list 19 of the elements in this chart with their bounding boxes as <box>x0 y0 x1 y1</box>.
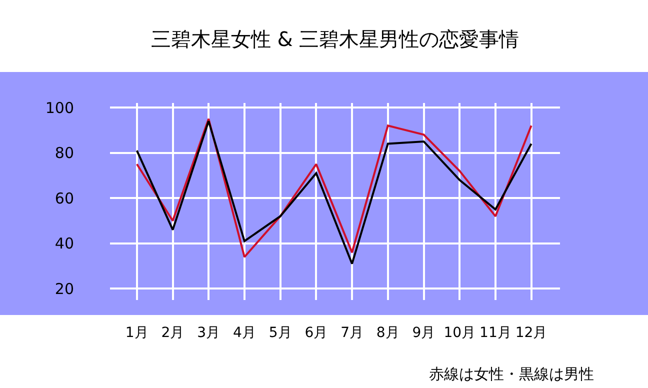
y-tick-label: 60 <box>54 189 74 208</box>
x-tick-label: 10月 <box>444 325 476 341</box>
y-tick-label: 100 <box>45 98 74 117</box>
y-tick-label: 80 <box>54 144 74 162</box>
x-tick-label: 11月 <box>480 325 512 341</box>
x-tick-label: 3月 <box>197 325 220 341</box>
y-tick-label: 40 <box>54 234 74 253</box>
x-tick-label: 1月 <box>125 325 148 341</box>
y-tick-label: 20 <box>54 280 74 298</box>
x-tick-label: 9月 <box>412 325 436 341</box>
x-tick-label: 8月 <box>376 325 400 341</box>
x-tick-label: 4月 <box>233 325 256 341</box>
chart-title: 三碧木星女性 & 三碧木星男性の恋愛事情 <box>150 26 520 51</box>
x-tick-label: 2月 <box>161 325 184 341</box>
x-tick-label: 6月 <box>304 325 328 341</box>
text: 赤線は女性・黒線は男性 <box>429 365 594 383</box>
x-tick-label: 12月 <box>515 325 548 341</box>
x-tick-label: 5月 <box>268 325 292 341</box>
x-tick-label: 7月 <box>340 325 364 341</box>
